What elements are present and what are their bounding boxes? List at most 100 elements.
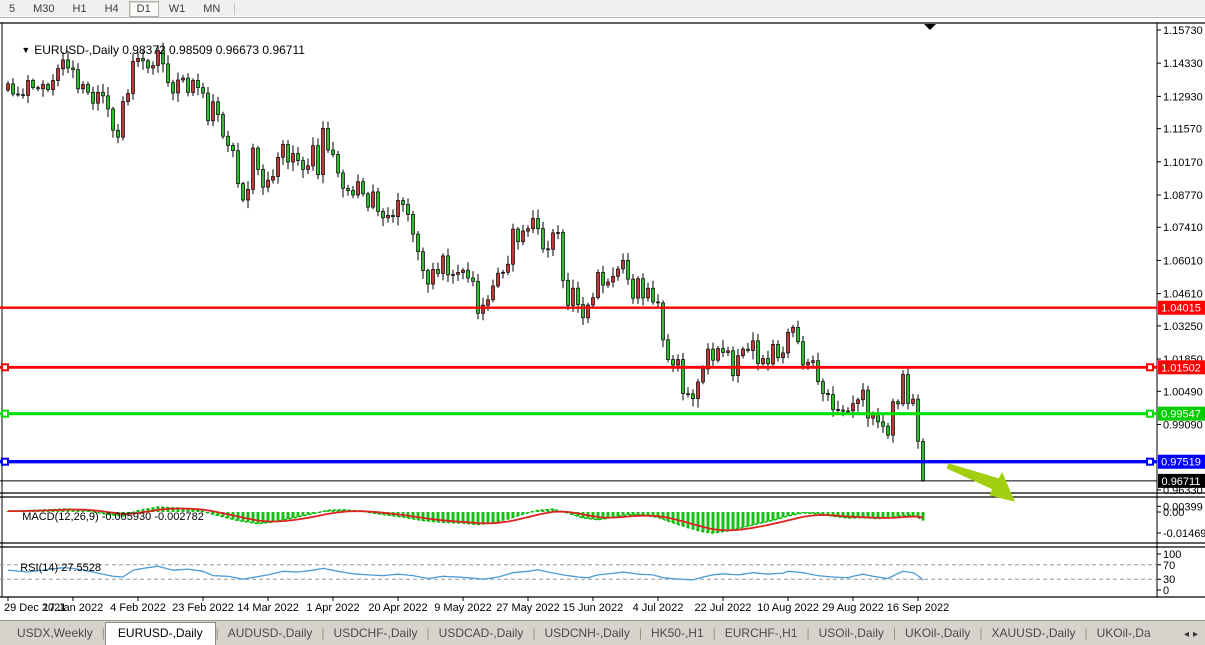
timeframe-button-w1[interactable]: W1: [168, 2, 186, 15]
candle-bull: [701, 368, 705, 383]
hline-handle[interactable]: [1146, 409, 1154, 418]
chart-tab-usdcnh-daily[interactable]: USDCNH-,Daily: [544, 626, 630, 640]
macd-bar: [291, 512, 295, 518]
chart-tab-usdchf-daily[interactable]: USDCHF-,Daily: [333, 626, 418, 640]
macd-bar: [796, 512, 800, 514]
macd-bar: [801, 512, 805, 513]
chart-tab-eurchf-h1[interactable]: EURCHF-,H1: [724, 626, 798, 640]
candle-bear: [576, 287, 580, 305]
tab-scroll-arrows: ◂▸: [1184, 629, 1202, 640]
macd-bar: [176, 508, 180, 512]
chart-tab-ukoil-daily[interactable]: UKOil-,Daily: [905, 626, 971, 640]
timeframe-button-mn[interactable]: MN: [203, 2, 221, 15]
candle-bull: [761, 358, 765, 364]
shift-marker-icon: [924, 24, 936, 30]
candle-bull: [281, 144, 285, 158]
candle-bull: [526, 228, 530, 232]
candle-bear: [196, 80, 200, 88]
price-tick-label: 1.03250: [1163, 321, 1203, 333]
candle-bear: [816, 360, 820, 382]
chart-symbol-title: EURUSD-,Daily: [34, 43, 119, 57]
timeframe-button-m30[interactable]: M30: [33, 2, 55, 15]
candle-bull: [806, 362, 810, 366]
chart-tab-ukoil-da[interactable]: UKOil-,Da: [1096, 626, 1151, 640]
timeframe-button-h1[interactable]: H1: [72, 2, 87, 15]
macd-bar: [331, 510, 335, 512]
hline-handle[interactable]: [1, 457, 9, 466]
candle-bear: [21, 94, 25, 97]
chart-tab-usdcad-daily[interactable]: USDCAD-,Daily: [438, 626, 524, 640]
candle-bear: [756, 340, 760, 364]
macd-bar: [486, 512, 490, 524]
candle-bull: [126, 93, 130, 102]
date-tick-label: 17 Jan 2022: [43, 602, 104, 614]
price-chart-canvas[interactable]: 1.15730 1.14330 1.12930 1.11570 1.10170 1.087…: [0, 0, 1205, 620]
macd-bar: [916, 512, 920, 518]
timeframe-button-h4[interactable]: H4: [104, 2, 119, 15]
macd-bar: [101, 512, 105, 514]
candle-bear: [186, 77, 190, 93]
chart-tab-hk50-h1[interactable]: HK50-,H1: [650, 626, 704, 640]
candle-bear: [361, 181, 365, 195]
hline-handle[interactable]: [1146, 363, 1154, 372]
chart-tab-eurusd-daily[interactable]: EURUSD-,Daily: [104, 622, 216, 645]
macd-tick-label: 0.00399: [1163, 501, 1203, 513]
candle-bull: [306, 165, 310, 170]
date-tick-label: 29 Dec 2021: [4, 602, 66, 614]
date-tick-label: 14 Mar 2022: [237, 602, 299, 614]
macd-bar: [296, 512, 300, 517]
macd-bar: [911, 512, 915, 516]
rsi-indicator-label: RSI(14) 27.5528: [8, 550, 101, 586]
candle-bear: [471, 277, 475, 282]
rsi-line: [7, 565, 924, 581]
candle-bull: [56, 68, 60, 81]
hline-handle[interactable]: [1146, 457, 1154, 466]
macd-bar: [211, 512, 215, 515]
price-badge: [1158, 454, 1205, 469]
chart-collapse-icon[interactable]: ▼: [21, 45, 31, 55]
candle-bull: [676, 359, 680, 366]
candle-bull: [551, 232, 555, 250]
macd-bar: [821, 512, 825, 515]
chart-tab-audusd-daily[interactable]: AUDUSD-,Daily: [227, 626, 313, 640]
candle-bull: [696, 381, 700, 399]
candle-bull: [596, 272, 600, 298]
macd-bar: [456, 512, 460, 523]
down-arrow-annotation[interactable]: [946, 463, 1015, 502]
chart-tab-usdx-weekly[interactable]: USDX,Weekly: [17, 626, 93, 640]
price-badge-label: 1.04015: [1161, 303, 1201, 315]
macd-bar: [286, 512, 290, 519]
tab-scroll-right-icon[interactable]: ▸: [1192, 629, 1202, 640]
candle-bull: [131, 61, 135, 94]
macd-bar: [451, 512, 455, 523]
chart-tab-xauusd-daily[interactable]: XAUUSD-,Daily: [991, 626, 1076, 640]
candle-bear: [821, 381, 825, 394]
macd-bar: [881, 512, 885, 519]
candle-bear: [231, 145, 235, 151]
timeframe-button-5[interactable]: 5: [9, 2, 16, 15]
hline-handle[interactable]: [1, 409, 9, 418]
candle-bear: [836, 409, 840, 411]
candle-bull: [191, 80, 195, 93]
price-tick-label: 1.07410: [1163, 222, 1203, 234]
candlesticks[interactable]: [6, 42, 925, 482]
macd-bar: [866, 512, 870, 518]
macd-bar: [326, 510, 330, 512]
rsi-tick-label: 70: [1163, 560, 1175, 572]
date-tick-label: 27 May 2022: [496, 602, 560, 614]
candle-bear: [46, 84, 50, 91]
candle-bear: [896, 401, 900, 405]
macd-bar: [466, 512, 470, 524]
date-tick-label: 22 Jul 2022: [695, 602, 752, 614]
hline-handle[interactable]: [1, 363, 9, 372]
macd-bar: [516, 512, 520, 516]
chart-tab-usoil-daily[interactable]: USOil-,Daily: [818, 626, 884, 640]
macd-bar: [756, 512, 760, 524]
tab-separator: |: [712, 626, 716, 640]
timeframe-button-d1[interactable]: D1: [128, 0, 159, 17]
candle-bull: [51, 80, 55, 91]
macd-bar: [461, 512, 465, 524]
tab-scroll-left-icon[interactable]: ◂: [1183, 629, 1193, 640]
macd-bar: [626, 512, 630, 515]
candle-bull: [386, 215, 390, 219]
